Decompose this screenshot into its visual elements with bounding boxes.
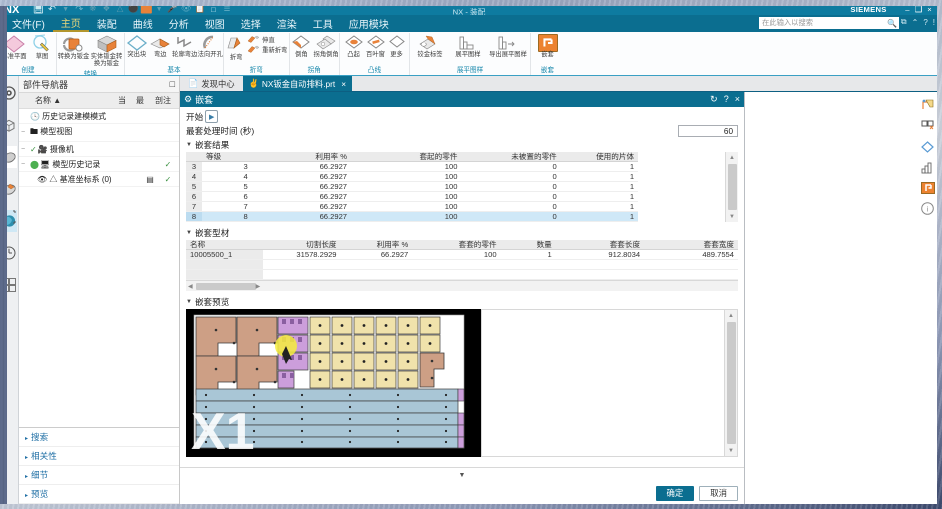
svg-text:X1: X1 <box>191 403 255 454</box>
svg-text:i: i <box>927 206 929 213</box>
